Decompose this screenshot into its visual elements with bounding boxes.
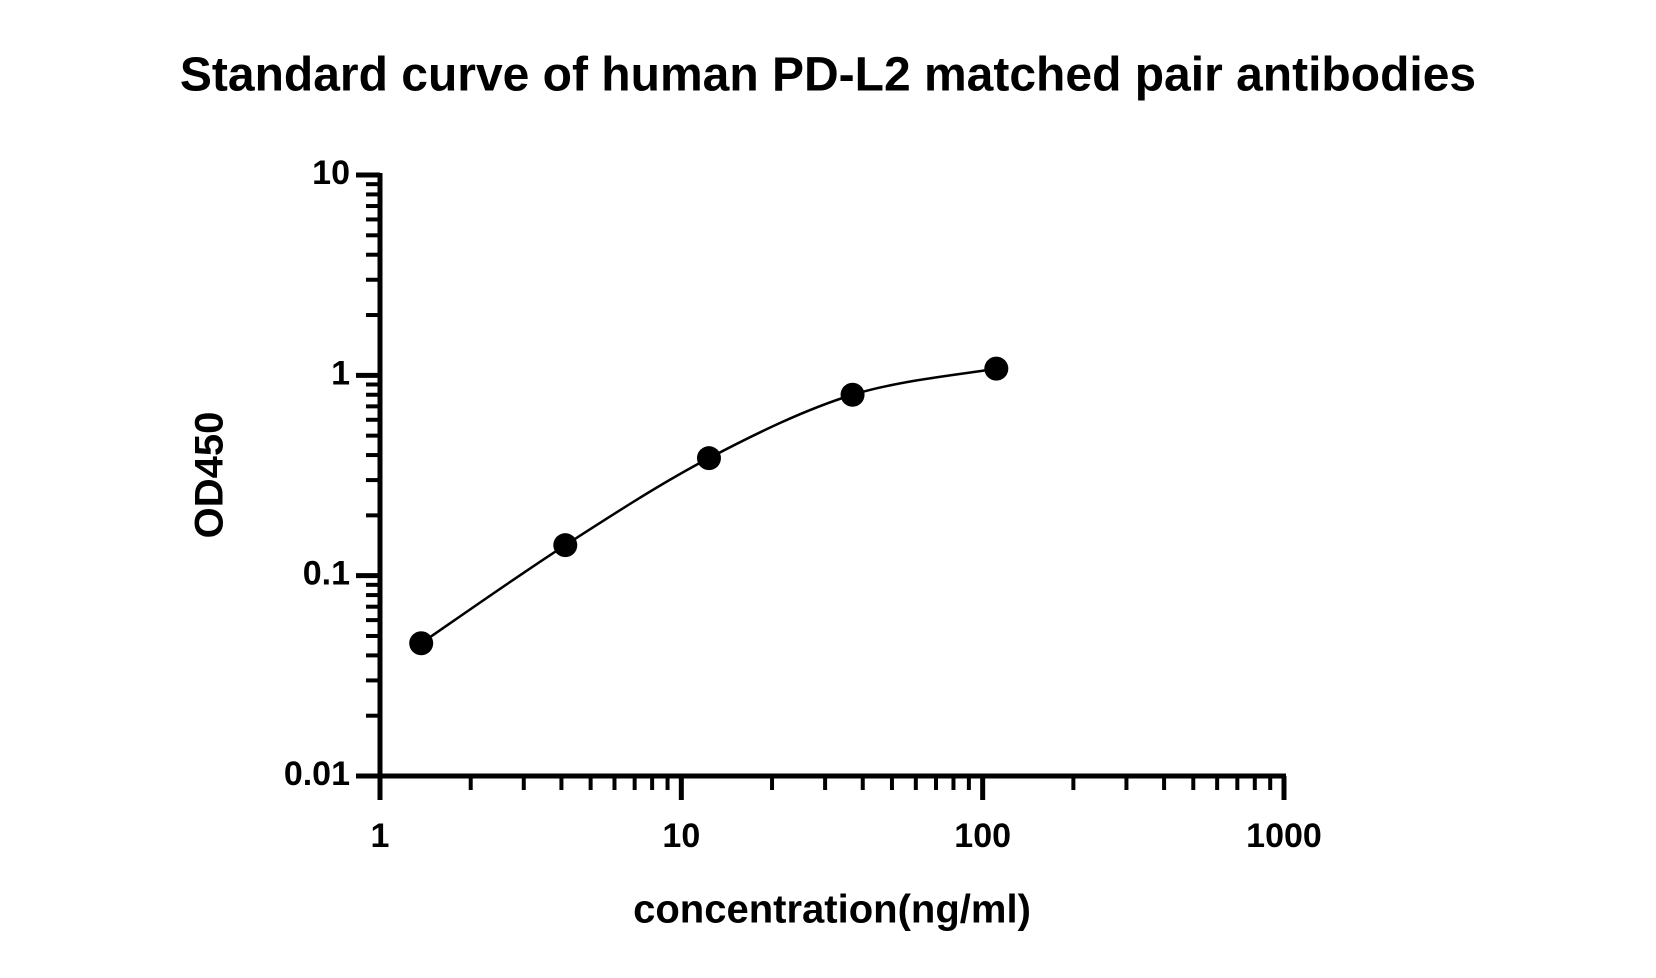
y-tick-label: 10 bbox=[312, 154, 350, 192]
data-point bbox=[409, 631, 434, 656]
chart-title: Standard curve of human PD-L2 matched pa… bbox=[180, 49, 1476, 102]
data-point bbox=[553, 533, 578, 558]
y-tick-label: 0.01 bbox=[284, 755, 350, 793]
y-axis-label: OD450 bbox=[188, 412, 232, 539]
data-point bbox=[840, 382, 865, 407]
x-tick-label: 100 bbox=[954, 817, 1011, 855]
data-point bbox=[984, 356, 1009, 381]
x-tick-label: 1 bbox=[371, 817, 390, 855]
x-tick-label: 10 bbox=[662, 817, 700, 855]
y-tick-label: 1 bbox=[331, 354, 350, 392]
data-point bbox=[696, 446, 721, 471]
fit-curve bbox=[420, 367, 997, 645]
y-tick-label: 0.1 bbox=[303, 555, 350, 593]
x-axis-label: concentration(ng/ml) bbox=[633, 888, 1031, 932]
x-tick-label: 1000 bbox=[1246, 817, 1322, 855]
